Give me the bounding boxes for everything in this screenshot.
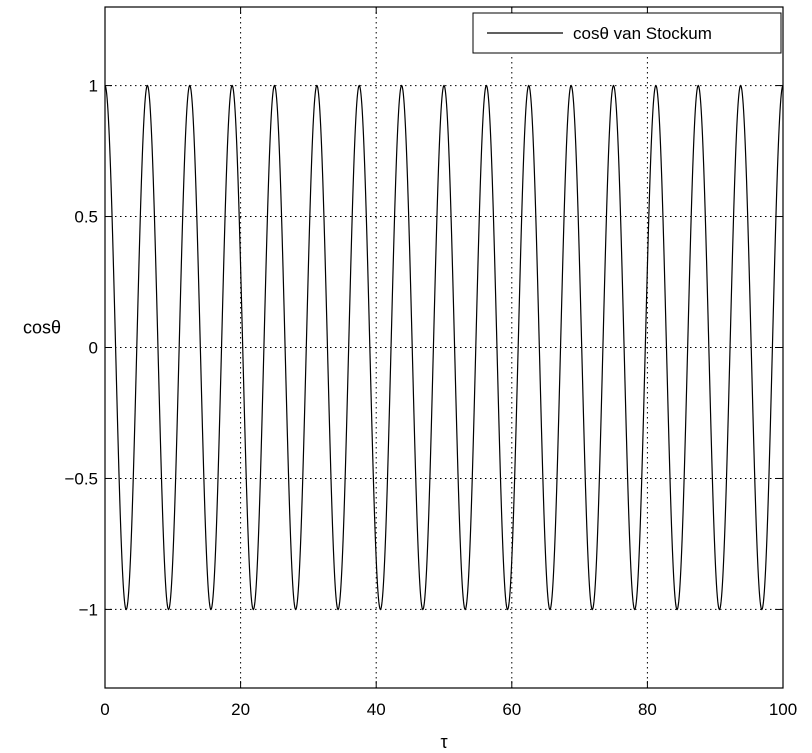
ticks (104, 7, 784, 688)
x-tick-label: 80 (638, 700, 657, 719)
series-layer (104, 84, 784, 611)
y-tick-label: −0.5 (64, 469, 98, 488)
x-tick-label: 60 (502, 700, 521, 719)
legend: cosθ van Stockum (472, 12, 782, 54)
y-tick-label: 1 (89, 77, 98, 96)
y-axis-label: cosθ (23, 318, 61, 338)
x-tick-label: 20 (231, 700, 250, 719)
y-tick-label: 0.5 (74, 208, 98, 227)
legend-entry-label: cosθ van Stockum (573, 24, 712, 43)
y-tick-label: 0 (89, 339, 98, 358)
x-axis-label: τ (440, 732, 447, 752)
tick-labels: 0 20 40 60 80 100 1 0.5 0 −0.5 −1 (64, 77, 797, 719)
series-line-cos-theta (104, 84, 784, 611)
x-tick-label: 40 (367, 700, 386, 719)
x-tick-label: 0 (100, 700, 109, 719)
y-tick-label: −1 (79, 600, 98, 619)
x-tick-label: 100 (769, 700, 797, 719)
